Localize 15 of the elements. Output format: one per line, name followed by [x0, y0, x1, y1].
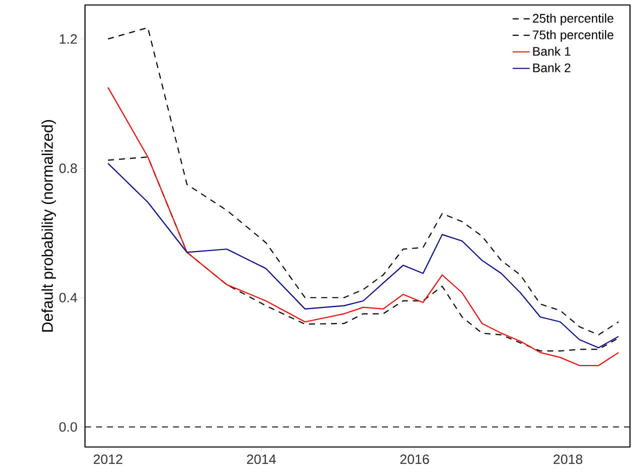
y-tick-label: 0.8 — [59, 164, 77, 174]
y-tick-label: 0.4 — [59, 292, 78, 302]
line-series — [107, 86, 620, 366]
x-tick-label: 2012 — [94, 454, 122, 464]
legend-label: 25th percentile — [532, 14, 614, 26]
x-tick-label: 2014 — [247, 454, 276, 464]
y-tick-label: 0.0 — [59, 422, 77, 432]
x-tick-label: 2018 — [554, 454, 582, 464]
legend-label: Bank 1 — [533, 46, 570, 56]
y-axis-title: Default probability (normalized) — [42, 120, 56, 332]
y-tick-label: 1.2 — [60, 34, 77, 44]
legend-label: 75th percentile — [532, 30, 614, 42]
x-tick-label: 2016 — [400, 454, 429, 464]
legend-label: Bank 2 — [533, 63, 570, 72]
line-series — [107, 27, 620, 336]
